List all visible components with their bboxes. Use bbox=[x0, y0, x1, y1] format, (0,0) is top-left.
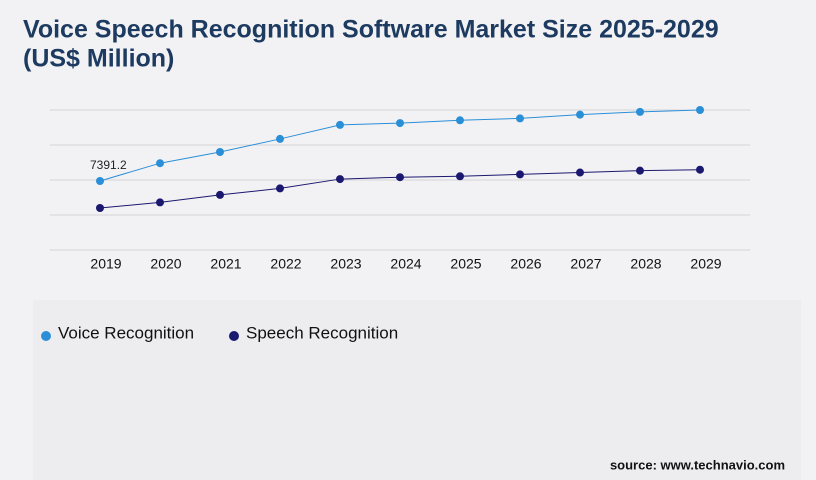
data-point bbox=[216, 148, 224, 156]
x-tick-label: 2019 bbox=[90, 256, 121, 272]
data-point bbox=[156, 159, 164, 168]
data-point bbox=[336, 120, 344, 129]
data-point bbox=[156, 198, 164, 207]
x-tick-label: 2027 bbox=[570, 256, 601, 272]
source: source: www.technavio.com bbox=[610, 457, 785, 472]
data-point bbox=[636, 107, 644, 116]
data-point bbox=[336, 175, 344, 184]
data-point bbox=[396, 173, 404, 182]
chart-subtitle: (US$ Million) bbox=[23, 45, 174, 73]
data-point bbox=[696, 106, 704, 114]
data-point bbox=[516, 114, 524, 123]
data-point bbox=[696, 165, 704, 174]
chart-title: Voice Speech Recognition Software Market… bbox=[23, 16, 719, 44]
data-point bbox=[516, 170, 524, 179]
data-point bbox=[576, 168, 584, 177]
x-tick-label: 2022 bbox=[270, 256, 301, 272]
data-point bbox=[396, 119, 404, 128]
x-tick-label: 2028 bbox=[630, 256, 661, 272]
x-tick-label: 2023 bbox=[330, 256, 361, 272]
legend-panel bbox=[33, 300, 801, 480]
data-label: 7391.2 bbox=[90, 158, 127, 172]
legend-marker bbox=[41, 331, 51, 341]
data-point bbox=[636, 166, 644, 175]
legend-label: Speech Recognition bbox=[246, 323, 398, 342]
legend-label: Voice Recognition bbox=[58, 323, 194, 342]
data-point bbox=[276, 134, 284, 143]
data-point bbox=[96, 204, 104, 212]
x-tick-label: 2025 bbox=[450, 256, 481, 272]
data-point bbox=[456, 172, 464, 181]
legend-marker bbox=[229, 331, 239, 341]
x-tick-label: 2021 bbox=[210, 256, 241, 272]
x-tick-label: 2026 bbox=[510, 256, 541, 272]
x-tick-label: 2020 bbox=[150, 256, 181, 272]
data-point bbox=[216, 190, 224, 199]
data-point bbox=[456, 116, 464, 125]
x-tick-label: 2029 bbox=[690, 256, 721, 272]
x-tick-label: 2024 bbox=[390, 256, 421, 272]
data-point bbox=[276, 184, 284, 193]
data-point bbox=[576, 110, 584, 119]
data-point bbox=[96, 177, 104, 186]
